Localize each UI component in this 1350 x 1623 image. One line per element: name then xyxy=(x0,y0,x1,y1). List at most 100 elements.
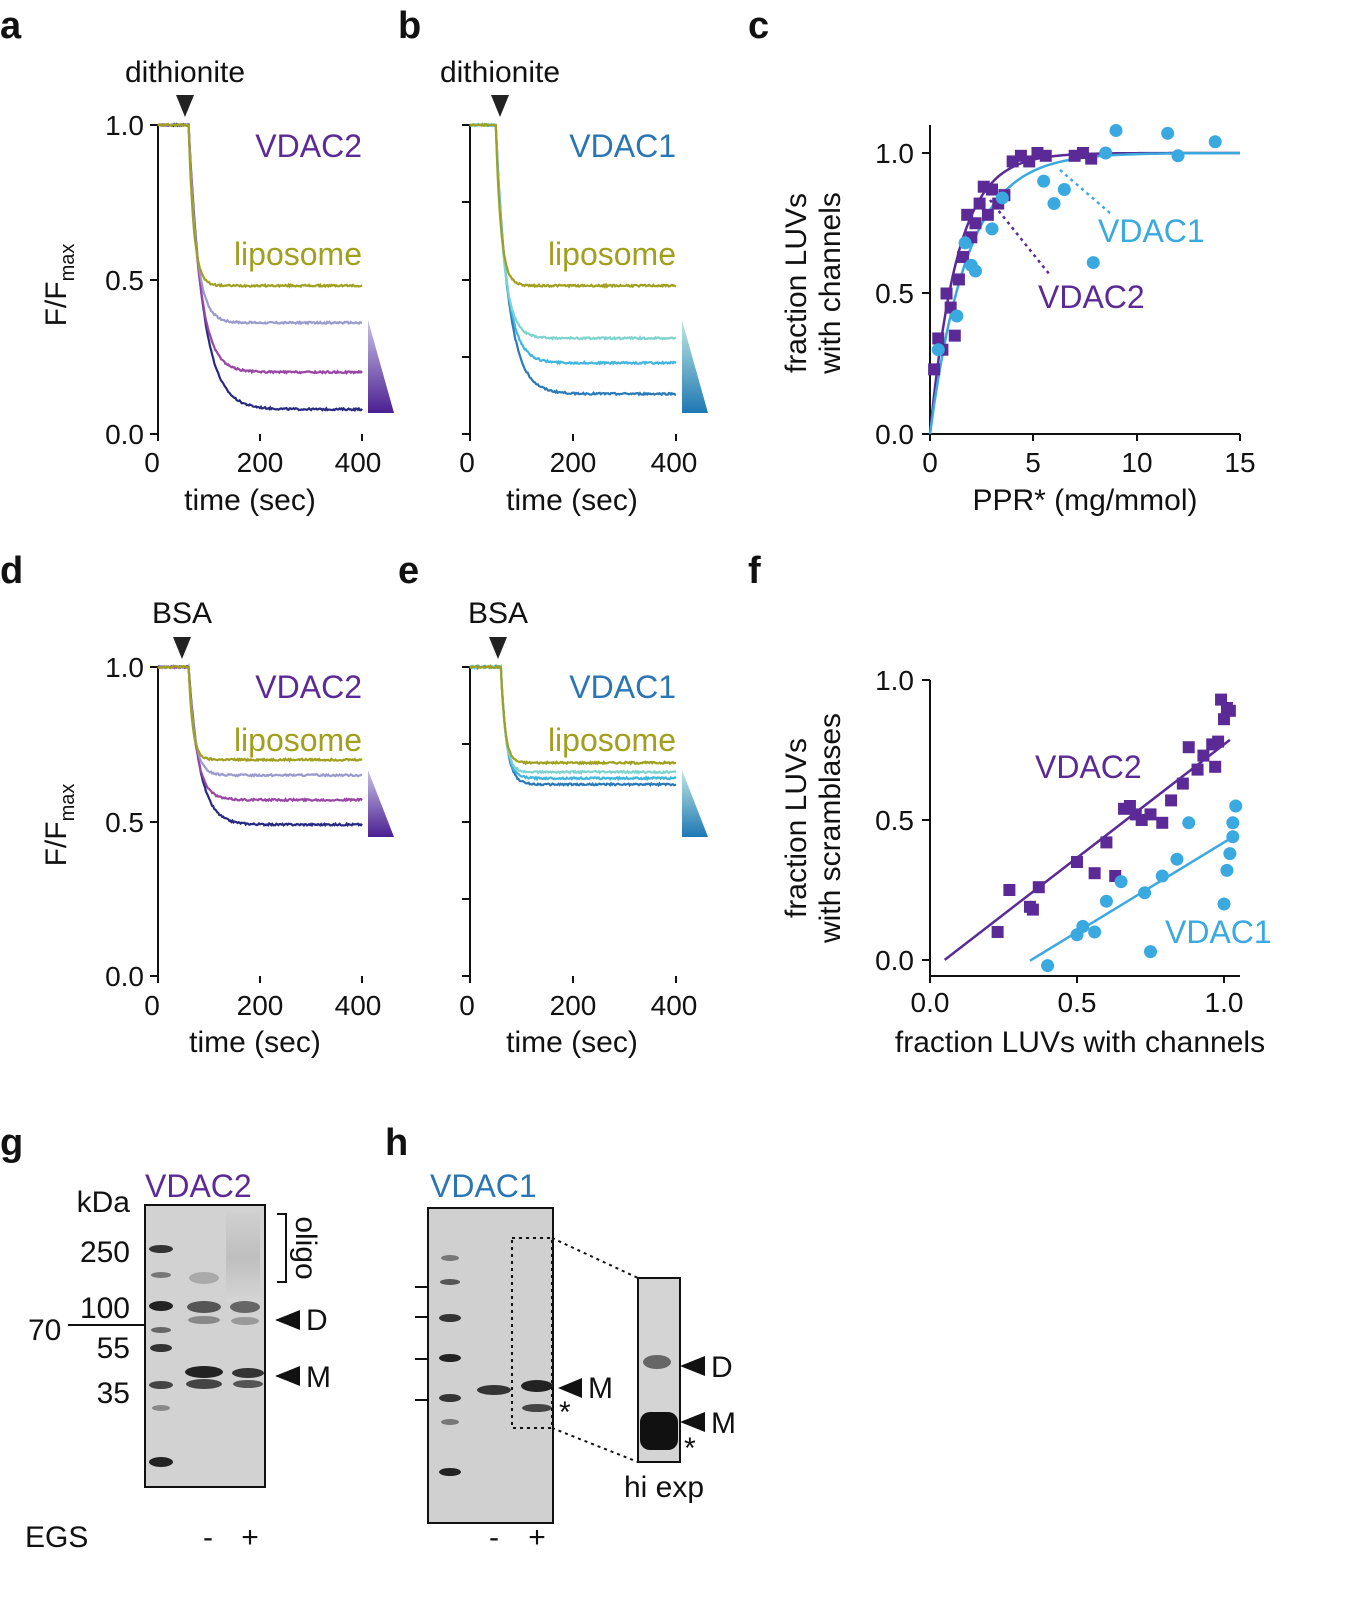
x-tick-label: 400 xyxy=(651,990,698,1021)
x-axis-title: time (sec) xyxy=(184,484,316,517)
y-axis-title-line2: with channels xyxy=(814,192,847,375)
data-point-vdac2 xyxy=(1144,808,1157,821)
curves-a xyxy=(157,122,363,413)
data-point-vdac2 xyxy=(1182,741,1195,754)
data-point-vdac1 xyxy=(1057,183,1071,197)
star-label: * xyxy=(559,1396,571,1429)
concentration-wedge-icon xyxy=(368,770,394,837)
y-axis-f: 0.0 0.5 1.0 xyxy=(875,665,931,976)
y-tick-label: 0.5 xyxy=(105,265,144,296)
data-point-vdac1 xyxy=(1226,816,1240,830)
zoom-line-top xyxy=(551,1237,639,1279)
ladder-lane xyxy=(439,1255,461,1476)
data-point-vdac1 xyxy=(1086,256,1100,270)
marker-55: 55 xyxy=(97,1332,130,1365)
y-tick-label: 1.0 xyxy=(875,665,914,696)
y-tick-label: 1.0 xyxy=(105,110,144,141)
inset-band-d xyxy=(643,1355,671,1369)
series-line-liposome xyxy=(469,122,677,289)
panel-label-h: h xyxy=(385,1122,408,1164)
data-point-vdac2 xyxy=(932,332,945,345)
protein-label-vdac2: VDAC2 xyxy=(255,669,362,705)
fit-line-vdac1 xyxy=(1029,837,1231,962)
data-point-vdac2 xyxy=(1176,777,1189,790)
addition-arrow-icon xyxy=(173,637,191,659)
protein-label-vdac2: VDAC2 xyxy=(255,128,362,164)
dimer-arrow-icon xyxy=(275,1310,300,1330)
lane-label-plus: + xyxy=(528,1521,546,1554)
x-tick-label: 400 xyxy=(651,447,698,478)
star-label-inset: * xyxy=(684,1432,696,1465)
y-axis-d: 0.0 0.5 1.0 xyxy=(105,652,159,992)
inset-band-m xyxy=(640,1412,678,1450)
lane-plus-band-star xyxy=(522,1404,552,1412)
x-tick-label: 0 xyxy=(144,990,160,1021)
lane-plus xyxy=(226,1212,264,1388)
data-point-vdac1 xyxy=(1182,816,1196,830)
x-axis-f: 0.0 0.5 1.0 fraction LUVs with channels xyxy=(895,975,1265,1059)
data-point-vdac1 xyxy=(985,222,999,236)
data-point-vdac2 xyxy=(981,208,994,221)
liposome-label: liposome xyxy=(548,236,676,272)
panel-label-b: b xyxy=(398,5,421,47)
x-tick-label: 0 xyxy=(459,447,475,478)
data-point-vdac2 xyxy=(1039,149,1052,162)
marker-ticks xyxy=(415,1286,428,1401)
data-point-vdac1 xyxy=(1138,886,1152,900)
plot-f xyxy=(943,693,1243,973)
panel-e: e BSA 0 200 400 time (sec) VDAC1 liposom… xyxy=(398,550,708,1059)
y-tick-label: 0.5 xyxy=(875,278,914,309)
data-point-vdac1 xyxy=(1223,847,1237,861)
zoom-box xyxy=(511,1237,553,1429)
x-axis-d: 0 200 400 time (sec) xyxy=(144,976,381,1059)
data-point-vdac1 xyxy=(1161,126,1175,140)
data-point-vdac2 xyxy=(1165,794,1178,807)
data-point-vdac1 xyxy=(1155,869,1169,883)
monomer-label-inset: M xyxy=(711,1407,736,1440)
series-line-liposome xyxy=(469,664,677,766)
hi-exp-label: hi exp xyxy=(624,1471,704,1504)
series-line-vdac1-low xyxy=(469,122,677,341)
data-point-vdac2 xyxy=(952,273,965,286)
x-axis-c: 0 5 10 15 PPR* (mg/mmol) xyxy=(922,433,1256,517)
y-tick-label: 0.0 xyxy=(105,419,144,450)
series-label-vdac2: VDAC2 xyxy=(1035,749,1142,785)
dimer-label: D xyxy=(711,1351,733,1384)
protein-label-vdac1: VDAC1 xyxy=(569,669,676,705)
x-axis-title: time (sec) xyxy=(506,1026,638,1059)
addition-arrow-icon xyxy=(489,637,507,659)
ladder-lane xyxy=(149,1245,173,1467)
data-point-vdac1 xyxy=(1099,146,1113,160)
panel-b: b dithionite 0 200 400 time (sec) VDAC1 … xyxy=(398,5,708,517)
data-point-vdac2 xyxy=(1100,836,1113,849)
data-point-vdac1 xyxy=(950,309,964,323)
x-tick-label: 0.0 xyxy=(911,987,950,1018)
concentration-wedge-icon xyxy=(682,770,708,837)
y-tick-label: 0.0 xyxy=(875,419,914,450)
data-point-vdac1 xyxy=(931,343,945,357)
x-axis-b: 0 200 400 time (sec) xyxy=(459,434,697,517)
y-tick-label: 1.0 xyxy=(875,138,914,169)
marker-250: 250 xyxy=(80,1236,130,1269)
y-axis-title: F/Fmax xyxy=(40,244,79,327)
x-axis-a: 0 200 400 time (sec) xyxy=(144,434,381,517)
curves-e xyxy=(469,663,677,788)
x-tick-label: 0.5 xyxy=(1058,987,1097,1018)
fit-line-vdac2 xyxy=(943,738,1231,961)
x-tick-label: 200 xyxy=(550,990,597,1021)
panel-c: c 0.0 0.5 1.0 0 5 10 15 PPR* (mg/mmol) f… xyxy=(748,5,1256,517)
oligo-bracket xyxy=(277,1213,287,1283)
plot-c xyxy=(928,124,1240,435)
dimer-arrow-icon xyxy=(680,1356,705,1376)
lane-label-minus: - xyxy=(203,1521,213,1554)
liposome-label: liposome xyxy=(234,236,362,272)
data-point-vdac2 xyxy=(928,363,941,376)
data-point-vdac2 xyxy=(1197,749,1210,762)
y-axis-a: 0.0 0.5 1.0 xyxy=(105,110,159,450)
panel-label-c: c xyxy=(748,5,769,47)
curves-d xyxy=(157,663,363,828)
data-point-vdac1 xyxy=(1041,959,1055,973)
y-tick-label: 0.0 xyxy=(875,945,914,976)
concentration-wedge-icon xyxy=(682,320,708,413)
